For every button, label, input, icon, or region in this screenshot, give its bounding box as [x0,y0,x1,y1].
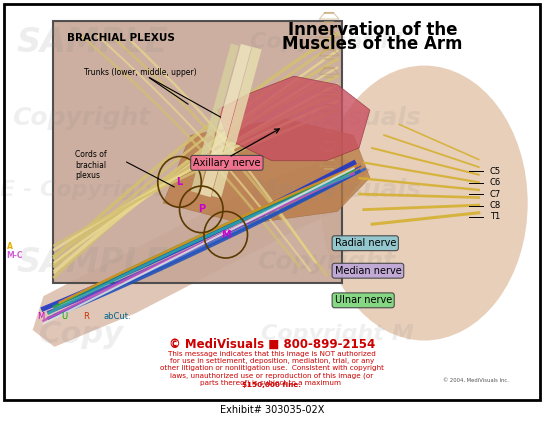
Text: Copyright: Copyright [257,250,395,274]
Text: E - Copyright: E - Copyright [0,180,163,201]
Text: SAMPLE: SAMPLE [17,246,168,279]
Text: T1: T1 [490,212,500,222]
Text: C6: C6 [490,178,501,187]
Text: M: M [37,312,45,321]
Text: © 2004, MediVisuals Inc.: © 2004, MediVisuals Inc. [443,378,509,383]
Text: P: P [197,204,205,214]
Text: Copy: Copy [39,320,124,349]
Text: Axillary nerve: Axillary nerve [193,158,261,168]
Text: C8: C8 [490,201,501,210]
Text: U: U [61,312,67,321]
Text: R: R [83,312,89,321]
Text: Innervation of the: Innervation of the [288,21,458,38]
Text: $150,000 fine.: $150,000 fine. [243,382,301,388]
Text: Radial nerve: Radial nerve [335,238,396,248]
Polygon shape [163,118,370,224]
Text: Muscles of the Arm: Muscles of the Arm [282,36,463,53]
Text: Median nerve: Median nerve [335,266,401,276]
Text: A: A [7,242,13,251]
Text: MediVisuals: MediVisuals [253,107,422,130]
Polygon shape [33,157,370,347]
Text: Copyright M: Copyright M [250,32,403,52]
Ellipse shape [321,66,528,341]
FancyBboxPatch shape [53,21,342,283]
Text: L: L [176,177,183,187]
Text: SAMPLE: SAMPLE [17,26,168,59]
Text: Cords of
brachial
plexus: Cords of brachial plexus [75,150,107,180]
Text: Ulnar nerve: Ulnar nerve [335,295,392,305]
Text: C5: C5 [490,167,500,176]
Text: abCut.: abCut. [103,312,131,321]
Text: Copyright M: Copyright M [261,324,414,344]
Text: MediVisuals: MediVisuals [253,179,422,202]
Text: This message indicates that this image is NOT authorized
for use in settlement, : This message indicates that this image i… [160,352,384,386]
Text: BRACHIAL PLEXUS: BRACHIAL PLEXUS [67,33,175,43]
Polygon shape [218,76,370,161]
Text: Trunks (lower, middle, upper): Trunks (lower, middle, upper) [84,68,197,77]
Text: C7: C7 [490,190,501,199]
Text: M: M [221,230,231,240]
Text: Exhibit# 303035-02X: Exhibit# 303035-02X [220,405,324,415]
Text: M-C: M-C [7,251,23,261]
Text: Copyright: Copyright [13,107,151,130]
Text: © MediVisuals ■ 800-899-2154: © MediVisuals ■ 800-899-2154 [169,338,375,351]
